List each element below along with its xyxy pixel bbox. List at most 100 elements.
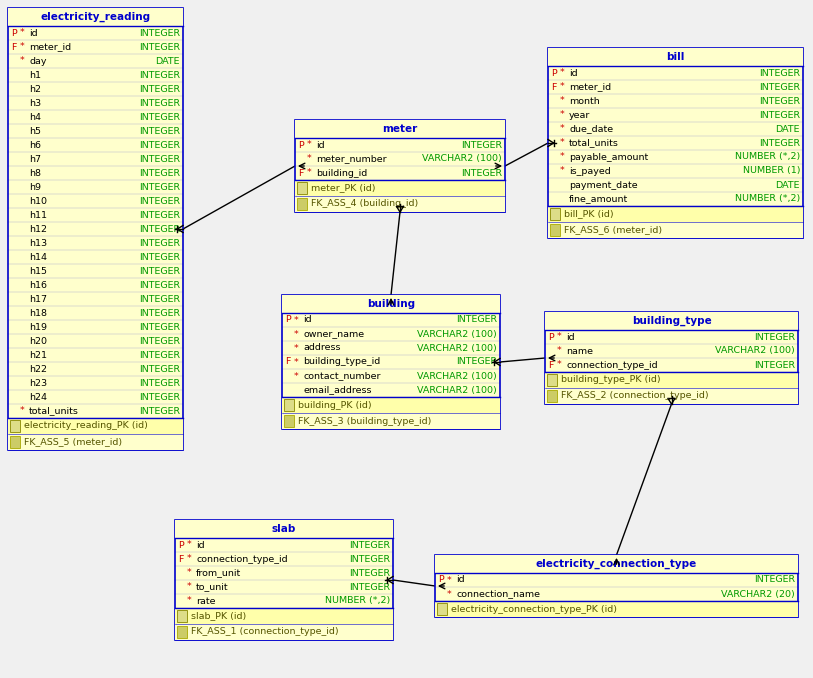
Text: P: P xyxy=(548,332,554,342)
Text: INTEGER: INTEGER xyxy=(139,266,180,275)
Text: *: * xyxy=(307,155,311,163)
Text: INTEGER: INTEGER xyxy=(759,68,800,77)
Bar xyxy=(175,624,393,640)
Text: F: F xyxy=(285,357,290,367)
Text: meter_id: meter_id xyxy=(569,83,611,92)
Bar xyxy=(548,48,803,66)
Text: F: F xyxy=(298,169,303,178)
Text: electricity_connection_type: electricity_connection_type xyxy=(536,559,697,569)
Bar xyxy=(545,388,798,404)
Bar xyxy=(435,601,798,617)
Text: INTEGER: INTEGER xyxy=(139,71,180,79)
Text: building_type: building_type xyxy=(632,316,711,326)
Text: P: P xyxy=(298,140,304,150)
Bar xyxy=(8,8,183,26)
Text: h11: h11 xyxy=(29,210,47,220)
Bar xyxy=(175,520,393,538)
Text: *: * xyxy=(187,540,192,549)
Text: h17: h17 xyxy=(29,294,47,304)
Text: *: * xyxy=(307,140,311,150)
Text: INTEGER: INTEGER xyxy=(456,357,497,367)
Text: INTEGER: INTEGER xyxy=(139,98,180,108)
Text: address: address xyxy=(303,344,341,353)
Text: total_units: total_units xyxy=(29,407,79,416)
Text: INTEGER: INTEGER xyxy=(754,361,795,370)
Text: INTEGER: INTEGER xyxy=(349,540,390,549)
Text: INTEGER: INTEGER xyxy=(759,83,800,92)
Text: INTEGER: INTEGER xyxy=(139,85,180,94)
Text: h13: h13 xyxy=(29,239,47,247)
Text: h9: h9 xyxy=(29,182,41,191)
Text: F: F xyxy=(178,555,184,563)
Text: is_payed: is_payed xyxy=(569,167,611,176)
Text: due_date: due_date xyxy=(569,125,613,134)
Text: h2: h2 xyxy=(29,85,41,94)
Text: building_type_id: building_type_id xyxy=(303,357,380,367)
Text: DATE: DATE xyxy=(155,56,180,66)
Text: *: * xyxy=(187,582,192,591)
Text: fine_amount: fine_amount xyxy=(569,195,628,203)
Text: INTEGER: INTEGER xyxy=(139,281,180,290)
Text: FK_ASS_6 (meter_id): FK_ASS_6 (meter_id) xyxy=(564,226,662,235)
Text: h7: h7 xyxy=(29,155,41,163)
Text: day: day xyxy=(29,56,46,66)
Text: year: year xyxy=(569,111,590,119)
Text: connection_name: connection_name xyxy=(456,589,540,599)
Text: *: * xyxy=(557,332,562,342)
Text: FK_ASS_5 (meter_id): FK_ASS_5 (meter_id) xyxy=(24,437,122,447)
Bar xyxy=(282,295,500,313)
Text: INTEGER: INTEGER xyxy=(139,169,180,178)
Bar xyxy=(547,390,557,402)
Text: INTEGER: INTEGER xyxy=(349,568,390,578)
Text: id: id xyxy=(29,28,37,37)
Text: slab: slab xyxy=(272,524,296,534)
Text: INTEGER: INTEGER xyxy=(139,43,180,52)
Text: h8: h8 xyxy=(29,169,41,178)
Text: VARCHAR2 (20): VARCHAR2 (20) xyxy=(721,589,795,599)
Text: VARCHAR2 (100): VARCHAR2 (100) xyxy=(417,386,497,395)
Bar xyxy=(10,420,20,432)
Bar xyxy=(295,120,505,212)
Text: h21: h21 xyxy=(29,351,47,359)
Text: meter_id: meter_id xyxy=(29,43,71,52)
Text: VARCHAR2 (100): VARCHAR2 (100) xyxy=(715,346,795,355)
Text: INTEGER: INTEGER xyxy=(461,169,502,178)
Text: h10: h10 xyxy=(29,197,47,205)
Text: email_address: email_address xyxy=(303,386,372,395)
Bar xyxy=(435,555,798,573)
Text: h18: h18 xyxy=(29,308,47,317)
Text: F: F xyxy=(551,83,556,92)
Bar xyxy=(548,222,803,238)
Text: owner_name: owner_name xyxy=(303,330,364,338)
Text: contact_number: contact_number xyxy=(303,372,380,380)
Text: INTEGER: INTEGER xyxy=(139,127,180,136)
Bar xyxy=(548,48,803,238)
Text: *: * xyxy=(187,597,192,605)
Text: id: id xyxy=(196,540,205,549)
Text: INTEGER: INTEGER xyxy=(759,138,800,148)
Text: id: id xyxy=(303,315,311,325)
Text: P: P xyxy=(11,28,17,37)
Bar xyxy=(8,8,183,450)
Text: DATE: DATE xyxy=(776,125,800,134)
Bar xyxy=(295,196,505,212)
Bar xyxy=(175,608,393,624)
Text: INTEGER: INTEGER xyxy=(139,239,180,247)
Text: NUMBER (*,2): NUMBER (*,2) xyxy=(735,195,800,203)
Text: h22: h22 xyxy=(29,365,47,374)
Text: *: * xyxy=(560,68,565,77)
Text: h6: h6 xyxy=(29,140,41,150)
Text: *: * xyxy=(447,589,452,599)
Text: bill_PK (id): bill_PK (id) xyxy=(564,210,614,218)
Bar xyxy=(175,520,393,640)
Text: INTEGER: INTEGER xyxy=(759,96,800,106)
Text: VARCHAR2 (100): VARCHAR2 (100) xyxy=(417,330,497,338)
Text: INTEGER: INTEGER xyxy=(139,210,180,220)
Text: VARCHAR2 (100): VARCHAR2 (100) xyxy=(422,155,502,163)
Text: INTEGER: INTEGER xyxy=(139,378,180,388)
Text: INTEGER: INTEGER xyxy=(461,140,502,150)
Text: P: P xyxy=(178,540,184,549)
Text: id: id xyxy=(569,68,577,77)
Bar xyxy=(548,206,803,222)
Text: INTEGER: INTEGER xyxy=(139,336,180,346)
